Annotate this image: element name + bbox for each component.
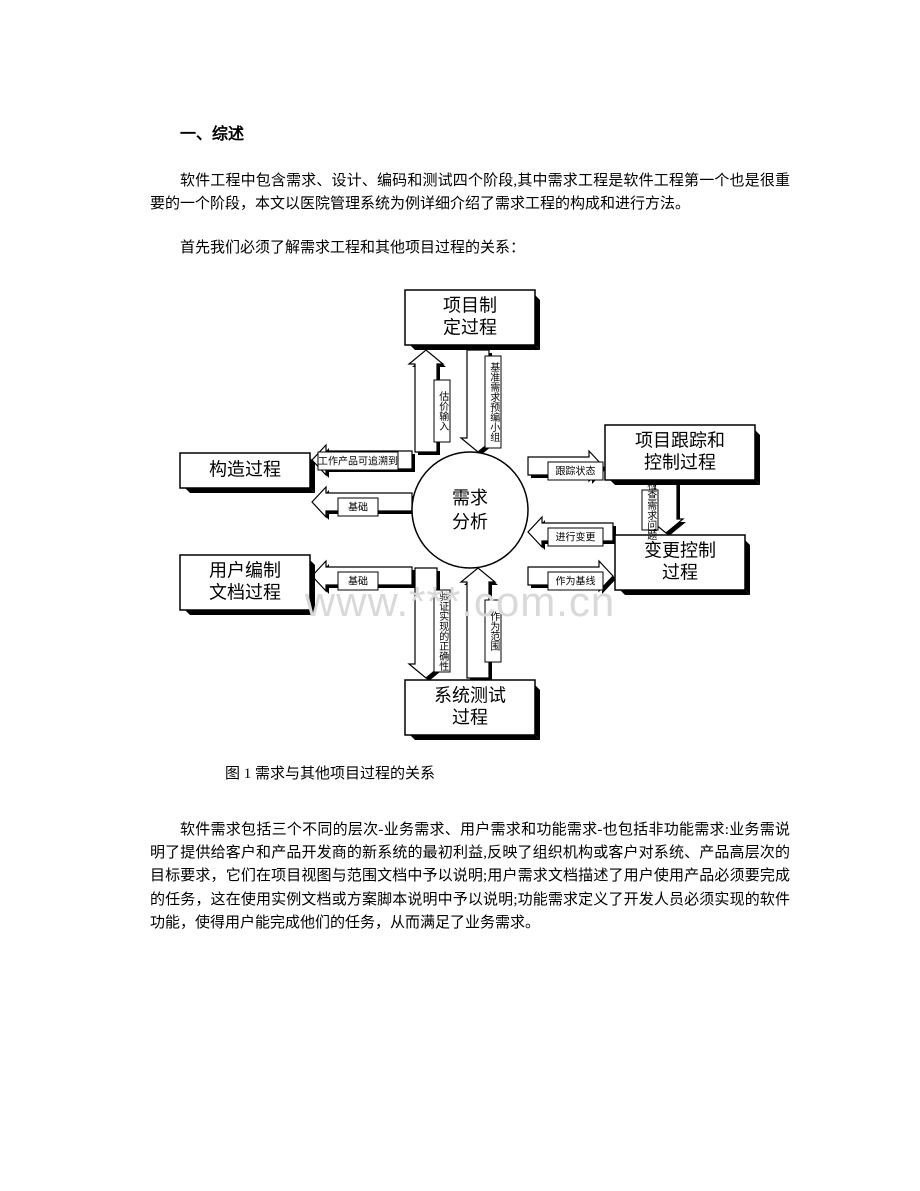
svg-text:过程: 过程: [452, 707, 488, 727]
svg-text:估价输入: 估价输入: [437, 390, 449, 431]
svg-text:构造过程: 构造过程: [209, 459, 281, 479]
svg-text:过程: 过程: [662, 562, 698, 582]
svg-text:需求: 需求: [452, 488, 488, 508]
svg-text:文档过程: 文档过程: [209, 582, 281, 602]
svg-text:作为范围: 作为范围: [488, 611, 500, 652]
svg-text:分析: 分析: [452, 512, 488, 532]
svg-text:跟踪状态: 跟踪状态: [556, 464, 596, 477]
svg-text:控制过程: 控制过程: [644, 452, 716, 472]
paragraph-3: 软件需求包括三个不同的层次-业务需求、用户需求和功能需求-也包括非功能需求:业务…: [150, 819, 790, 935]
svg-text:检查需求问题: 检查需求问题: [645, 479, 657, 540]
requirements-relationship-diagram: 需求分析项目制定过程构造过程用户编制文档过程项目跟踪和控制过程变更控制过程系统测…: [150, 280, 790, 750]
svg-text:用户编制: 用户编制: [209, 560, 281, 580]
svg-text:定过程: 定过程: [443, 317, 497, 337]
section-heading: 一、综述: [180, 120, 790, 144]
figure-caption: 图 1 需求与其他项目过程的关系: [225, 762, 790, 783]
diagram-container: 需求分析项目制定过程构造过程用户编制文档过程项目跟踪和控制过程变更控制过程系统测…: [150, 280, 790, 750]
svg-text:作为基线: 作为基线: [556, 574, 596, 587]
svg-text:系统测试: 系统测试: [434, 685, 506, 705]
svg-text:基础: 基础: [348, 500, 368, 513]
svg-text:项目制: 项目制: [443, 295, 497, 315]
svg-text:项目跟踪和: 项目跟踪和: [635, 430, 725, 450]
paragraph-2: 首先我们必须了解需求工程和其他项目过程的关系：: [150, 237, 790, 260]
svg-text:变更控制: 变更控制: [644, 540, 716, 560]
svg-text:工作产品可追溯到: 工作产品可追溯到: [318, 454, 398, 467]
svg-text:验证实现的正确性: 验证实现的正确性: [437, 590, 449, 672]
document-page: 一、综述 软件工程中包含需求、设计、编码和测试四个阶段,其中需求工程是软件工程第…: [0, 0, 920, 1191]
svg-text:基准需求预编小组: 基准需求预编小组: [488, 361, 500, 442]
svg-text:基础: 基础: [348, 574, 368, 587]
svg-text:进行变更: 进行变更: [556, 530, 596, 543]
paragraph-1: 软件工程中包含需求、设计、编码和测试四个阶段,其中需求工程是软件工程第一个也是很…: [150, 170, 790, 217]
